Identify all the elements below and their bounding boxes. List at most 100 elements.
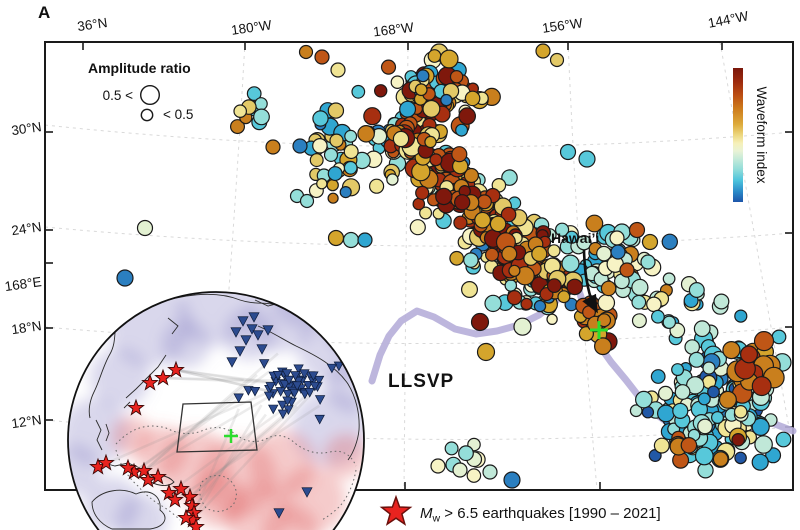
hawaii-label: Hawai’i xyxy=(551,230,599,246)
data-point-circle xyxy=(463,167,479,184)
data-point-circle xyxy=(771,329,787,345)
data-point-circle xyxy=(309,153,324,168)
data-point-circle xyxy=(414,83,428,97)
ray-path xyxy=(184,413,267,519)
data-point-circle xyxy=(343,144,359,160)
data-point-circle xyxy=(485,247,500,262)
data-point-circle xyxy=(751,453,769,471)
earthquake-star xyxy=(160,483,178,501)
hawaii-annotation: Hawai’i xyxy=(551,230,608,339)
data-point-circle xyxy=(463,252,479,268)
data-point-circle xyxy=(424,135,437,149)
data-point-circle xyxy=(662,272,676,286)
station-triangle xyxy=(265,382,276,392)
data-point-circle xyxy=(357,125,375,143)
data-point-circle xyxy=(439,49,459,69)
graticule-line xyxy=(44,226,794,247)
coastline xyxy=(123,354,167,409)
hawaii-cross-marker xyxy=(590,321,608,339)
axis-tick-label: 30°N xyxy=(10,119,42,138)
llsvp-contour-layer xyxy=(115,425,357,521)
data-point-circle xyxy=(533,299,547,313)
study-region-outline xyxy=(176,401,258,453)
tomography-blob-fast xyxy=(90,348,150,408)
data-point-circle xyxy=(326,178,339,192)
station-triangle xyxy=(262,325,274,336)
earthquake-star xyxy=(172,479,190,497)
data-point-circle xyxy=(246,86,262,101)
data-point-circle xyxy=(707,385,720,399)
station-triangle xyxy=(272,370,284,381)
llsvp-contour xyxy=(115,425,357,467)
data-point-circle xyxy=(578,150,596,168)
axis-tick-label: 12°N xyxy=(10,412,42,431)
data-point-circle xyxy=(427,49,442,63)
data-point-circle xyxy=(634,390,653,409)
colorbar-title: Waveform index xyxy=(754,86,769,183)
data-point-circle xyxy=(641,233,659,251)
data-point-circle xyxy=(357,232,373,248)
coastline xyxy=(257,325,360,461)
tomography-blob-fast xyxy=(162,320,210,368)
data-point-circle xyxy=(233,104,247,118)
data-point-circle xyxy=(444,441,459,456)
station-triangle xyxy=(326,363,338,374)
data-point-circle xyxy=(254,97,268,111)
earthquake-legend-text: Mw > 6.5 earthquakes [1990 – 2021] xyxy=(420,505,661,525)
station-triangle xyxy=(301,487,313,498)
station-triangle xyxy=(234,346,246,357)
station-triangle xyxy=(291,381,303,392)
data-point-circle xyxy=(585,214,604,233)
station-triangle xyxy=(303,380,314,391)
data-point-circle xyxy=(561,254,580,273)
station-triangle xyxy=(299,369,310,379)
study-region-box xyxy=(176,401,258,453)
data-point-circle xyxy=(713,293,730,310)
data-point-circle xyxy=(327,166,343,182)
data-point-circle xyxy=(754,435,773,454)
ray-path xyxy=(191,404,263,521)
data-point-circle xyxy=(722,341,741,360)
data-point-circle xyxy=(327,192,339,204)
station-triangle xyxy=(277,409,289,420)
data-point-circle xyxy=(609,230,625,246)
tomography-blob-fast xyxy=(326,306,364,354)
stations-layer xyxy=(226,312,345,519)
data-point-circle xyxy=(312,138,328,154)
data-point-circle xyxy=(429,153,443,167)
axis-tick-label: 24°N xyxy=(10,219,42,238)
data-point-circle xyxy=(312,110,329,127)
data-point-circle xyxy=(461,281,479,299)
station-triangle xyxy=(249,386,261,397)
station-triangle xyxy=(248,312,260,323)
data-point-circle xyxy=(697,392,711,406)
data-point-circle xyxy=(351,84,366,99)
station-triangle xyxy=(277,400,288,411)
eq-legend-m: M xyxy=(420,505,433,522)
data-point-circle xyxy=(712,451,729,468)
data-point-circle xyxy=(482,464,498,480)
data-point-circle xyxy=(657,404,675,423)
data-point-circle xyxy=(440,93,453,107)
data-point-circle xyxy=(399,100,417,118)
earthquake-star xyxy=(166,490,184,508)
earthquake-star xyxy=(167,360,185,378)
data-point-circle xyxy=(547,244,561,258)
data-point-circle xyxy=(640,254,656,270)
data-point-circle xyxy=(662,315,677,329)
data-point-circle xyxy=(422,99,441,118)
station-triangle xyxy=(314,395,326,405)
data-point-circle xyxy=(316,177,328,190)
axis-tick-label: 156°W xyxy=(541,15,584,36)
data-point-circle xyxy=(775,431,792,448)
station-triangle xyxy=(237,316,249,327)
axis-tick-label: 180°W xyxy=(230,17,273,38)
ray-path xyxy=(175,368,244,382)
station-triangle xyxy=(226,357,238,368)
data-point-circle xyxy=(489,215,507,233)
eq-legend-rest: > 6.5 earthquakes [1990 – 2021] xyxy=(440,505,661,522)
data-point-circle xyxy=(476,342,496,362)
data-point-circle xyxy=(458,445,474,462)
data-point-circle xyxy=(430,458,446,474)
